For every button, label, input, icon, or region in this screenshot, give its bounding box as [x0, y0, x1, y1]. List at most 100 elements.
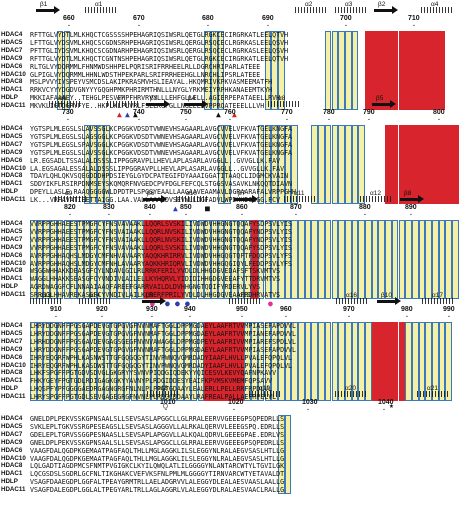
identical-column-highlight — [438, 125, 446, 204]
conserved-column-highlight — [271, 125, 278, 204]
secondary-structure-label: α6 — [59, 95, 67, 102]
conserved-column-highlight — [324, 322, 332, 401]
conserved-column-highlight — [204, 31, 211, 110]
conserved-column-highlight — [411, 322, 419, 401]
conserved-column-highlight — [351, 322, 359, 401]
sequence-name: HDAC1 — [1, 470, 23, 478]
residue-number: 750 — [180, 109, 192, 116]
secondary-structure-label: α21 — [427, 385, 438, 392]
conserved-column-highlight — [83, 322, 91, 401]
sequence-residues: LHRYSPGFFPGTGDLSEVGAGEGRGFNVNLPLRDGCDDAA… — [30, 393, 277, 402]
residue-number: 710 — [408, 15, 420, 22]
sequence-name: HDLP — [1, 478, 18, 486]
sequence-name: HDAC5 — [1, 422, 23, 430]
residue-marker: ▲ — [117, 110, 122, 119]
secondary-structure-label: α8 — [278, 95, 286, 102]
conserved-column-highlight — [90, 125, 97, 204]
sequence-residues: LHKFSPGFFPGTGDVSDVGLGKGRYYSVNVPIQDGIQDEK… — [30, 369, 277, 378]
residue-number: 890 — [405, 204, 417, 211]
identical-column-highlight — [365, 31, 372, 110]
conserved-column-highlight — [217, 31, 225, 110]
sequence-residues: RLTGLVYDQRMMLFHNMWDSHHPELPQRISRIFRRHEELR… — [30, 62, 261, 71]
residue-tick: . — [383, 405, 385, 412]
sequence-name: HDAC5 — [1, 132, 23, 140]
secondary-structure-label: α7 — [117, 95, 125, 102]
conserved-column-highlight — [190, 322, 198, 401]
residue-tick: . — [438, 115, 440, 122]
secondary-structure-label: α20 — [345, 385, 356, 392]
secondary-structure-label: α18 — [157, 385, 168, 392]
conserved-column-highlight — [284, 415, 292, 494]
conserved-column-highlight — [298, 220, 305, 299]
conserved-column-highlight — [43, 322, 51, 401]
conserved-column-highlight — [90, 322, 97, 401]
conserved-column-highlight — [264, 125, 272, 204]
conserved-column-highlight — [318, 125, 325, 204]
conserved-column-highlight — [244, 322, 252, 401]
conserved-column-highlight — [344, 220, 352, 299]
conserved-column-highlight — [117, 220, 124, 299]
residue-marker: ● — [165, 299, 170, 308]
alignment-block-3: α9 β6 α10 β7 α11 α12 β8 820. 830. 840. 850. 860. 870… — [0, 190, 474, 311]
secondary-structure-label: β2 — [378, 1, 386, 8]
sequence-name: HDAC7 — [1, 140, 23, 148]
conserved-column-highlight — [338, 322, 345, 401]
conserved-column-highlight — [298, 322, 305, 401]
sequence-residues: VSAGFDALEGDPLGGLALTPEGYARLTRLLAGLAGGRLVL… — [30, 486, 285, 495]
residue-number: 820 — [64, 204, 76, 211]
identical-column-highlight — [438, 31, 446, 110]
residue-number: 790 — [363, 109, 375, 116]
sequence-residues: YGTSPLMLEGSLSLAVSSGLKCPGGKVDSDTVWNEVHSAG… — [30, 148, 293, 157]
conserved-column-highlight — [338, 220, 345, 299]
alpha-helix-coil — [229, 298, 261, 304]
conserved-column-highlight — [30, 322, 37, 401]
identical-column-highlight — [378, 31, 386, 110]
sequence-name: HDAC10 — [1, 454, 26, 462]
conserved-column-highlight — [190, 220, 198, 299]
identical-column-highlight — [385, 31, 392, 110]
conserved-column-highlight — [284, 322, 292, 401]
sequence-residues: IHRYEQGRFWPHLKASNWSTTGFGQGQGYTINVPWNQVGM… — [30, 353, 293, 362]
sequence-name: HDAC1 — [1, 180, 23, 188]
sequence-residues: LA.EGSAGALESSALALDSSSLIPPGGRAVPLLHEVLAPL… — [30, 164, 285, 173]
conserved-column-highlight — [358, 220, 365, 299]
identical-column-highlight — [157, 220, 164, 299]
conserved-column-highlight — [365, 322, 372, 401]
residue-tick: . — [138, 21, 140, 28]
conserved-column-highlight — [257, 322, 265, 401]
conserved-column-highlight — [304, 220, 312, 299]
secondary-structure-label: α15 — [239, 292, 250, 299]
beta-strand-arrow — [146, 100, 170, 108]
residue-tick: . — [69, 210, 71, 217]
residue-marker: ■ — [205, 204, 210, 213]
conserved-column-highlight — [398, 220, 406, 299]
sequence-residues: YGTSPLMLEGSLSLAGSGGLKCPGGKVDSDTVWNEVHSAG… — [30, 132, 293, 141]
alpha-helix-coil — [249, 391, 281, 397]
beta-strand-arrow — [184, 100, 208, 108]
secondary-structure-label: β4 — [188, 95, 196, 102]
secondary-structure-label: α17 — [432, 292, 443, 299]
conserved-column-highlight — [210, 220, 218, 299]
sequence-name: HDAC8 — [1, 462, 23, 470]
sequence-name: HDLP — [1, 385, 18, 393]
secondary-structure-label: α14 — [89, 292, 100, 299]
conserved-column-highlight — [331, 322, 339, 401]
residue-tick: . — [185, 210, 187, 217]
conserved-column-highlight — [103, 125, 111, 204]
residue-number: 930 — [146, 306, 158, 313]
beta-strand-arrow — [400, 195, 424, 203]
conserved-column-highlight — [358, 125, 365, 204]
residue-number: 860 — [236, 204, 248, 211]
sequence-name: HDLP — [1, 283, 18, 291]
alpha-helix-coil — [284, 196, 316, 202]
residue-number: 1040 — [378, 399, 394, 406]
conserved-column-highlight — [378, 220, 386, 299]
conserved-column-highlight — [50, 322, 57, 401]
residue-number: 920 — [96, 306, 108, 313]
conserved-column-highlight — [391, 220, 399, 299]
residue-tick: . — [368, 115, 370, 122]
alignment-block-2: α6 α7 β3 β4 α8 β5 730. 740. 750. 760. 770. 780. 790.… — [0, 95, 474, 216]
conserved-column-highlight — [284, 220, 292, 299]
sequence-residues: YGTSPLMLEGSLSLAVSSGLKCPGGKVDSDTVWNEVHSAG… — [30, 125, 293, 133]
conserved-column-highlight — [425, 220, 432, 299]
